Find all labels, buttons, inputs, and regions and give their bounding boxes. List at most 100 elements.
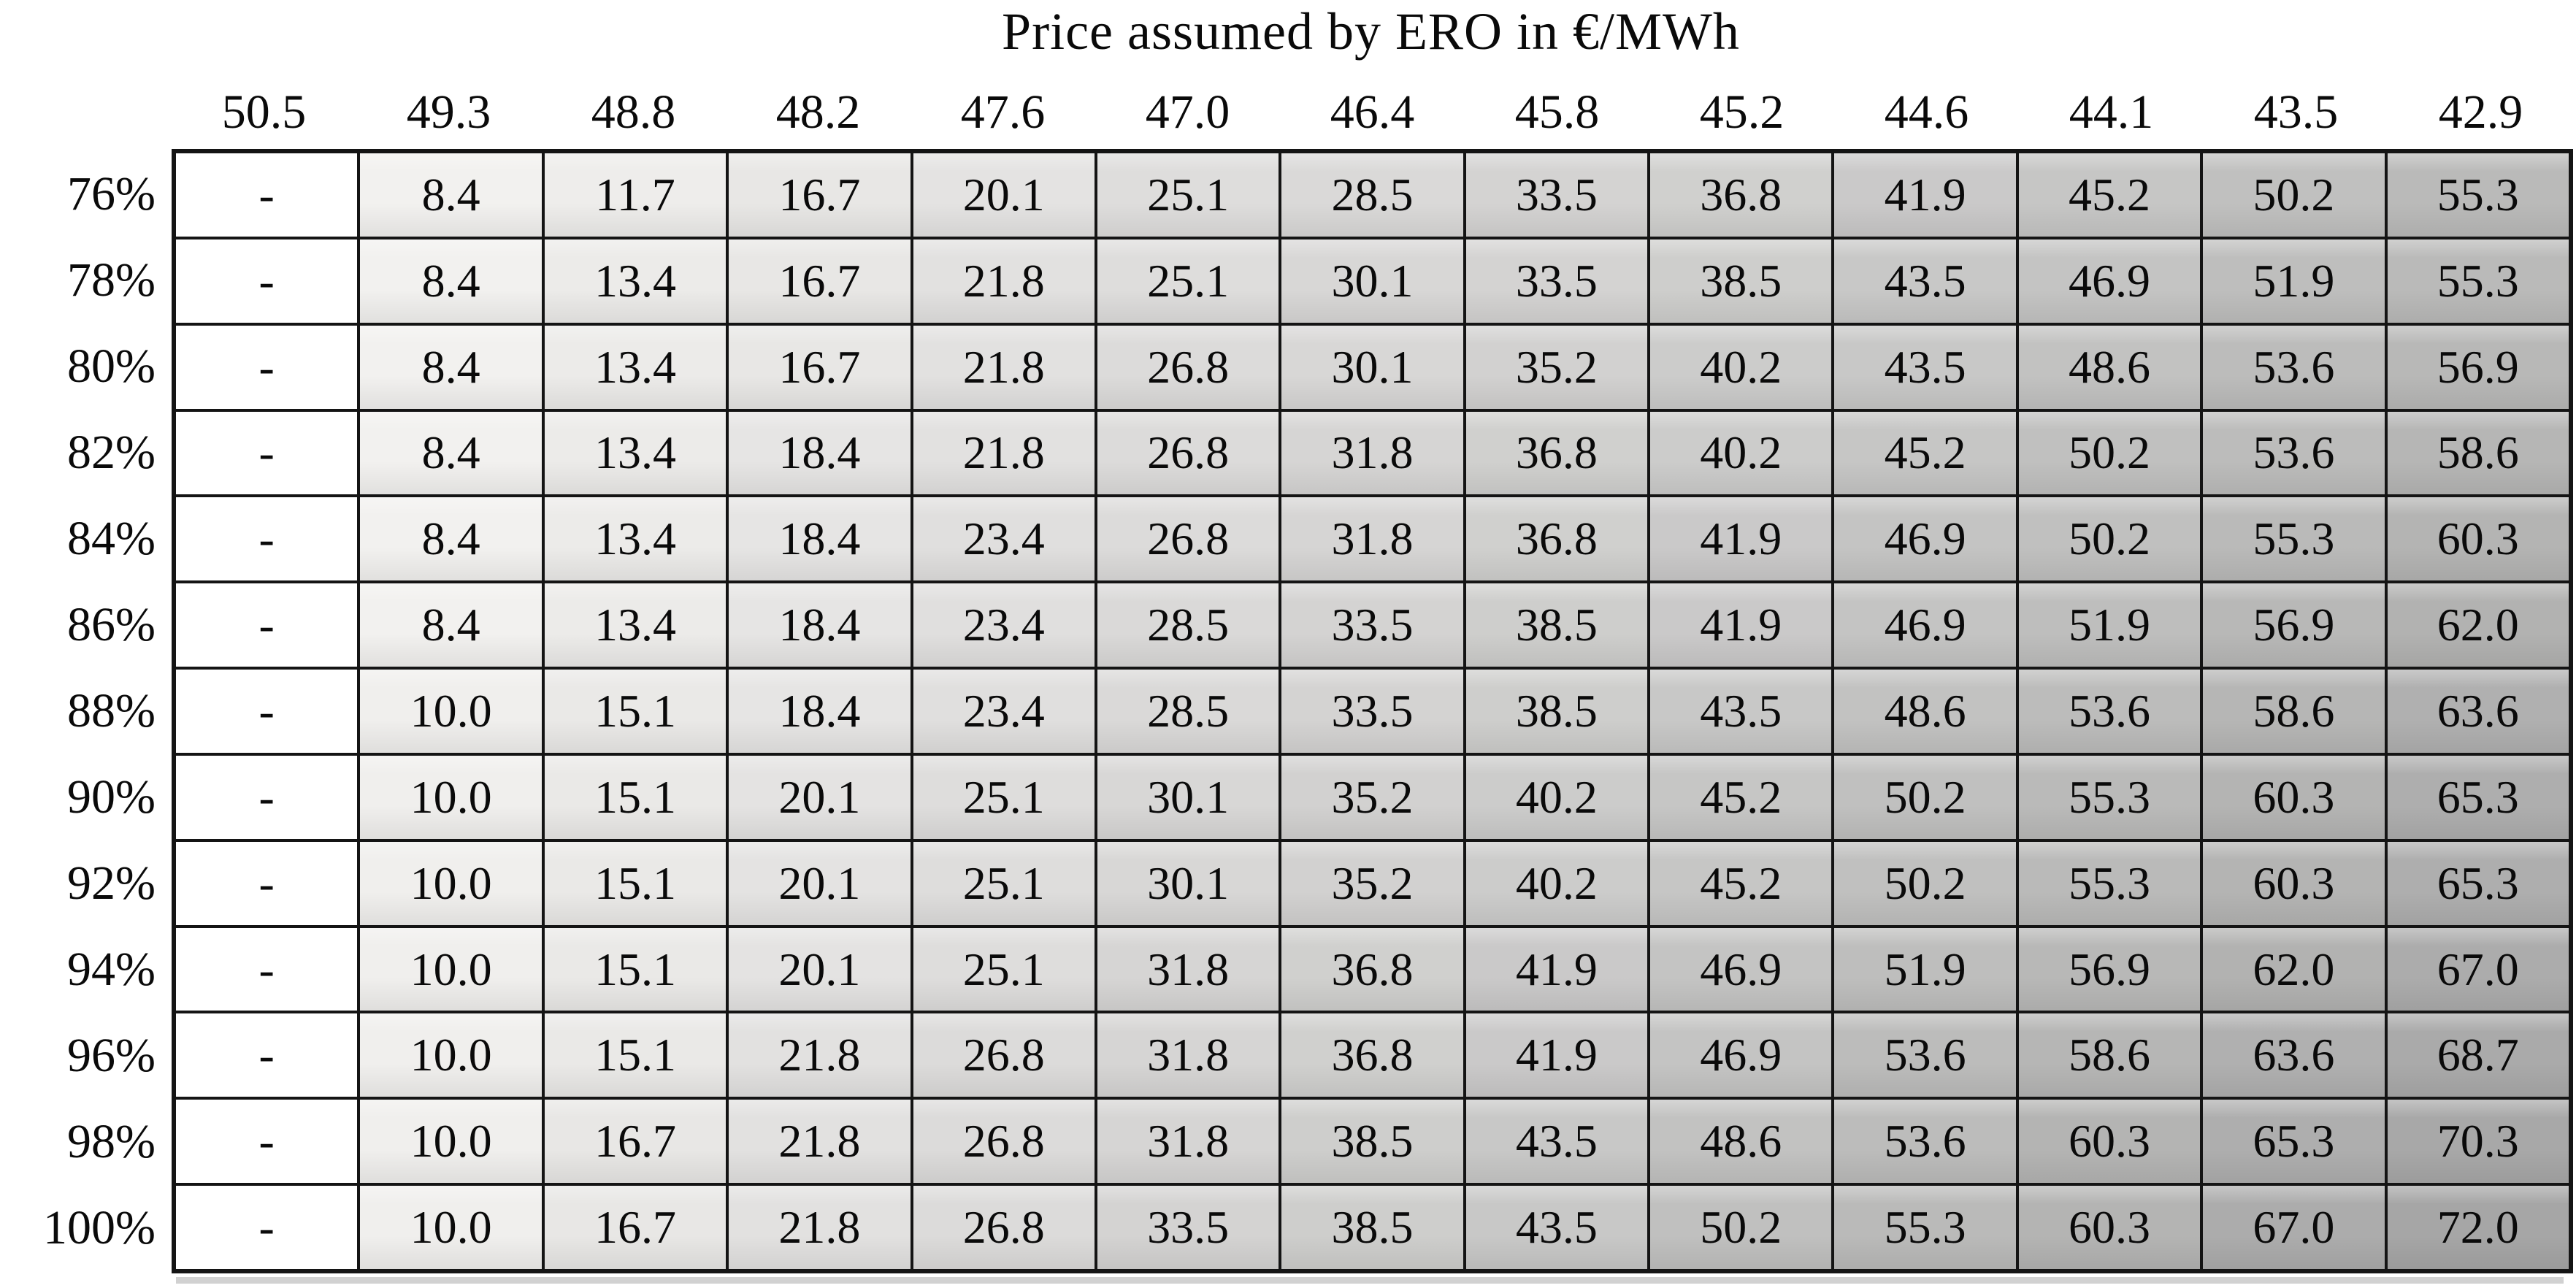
row-label: 100% [43,1201,156,1254]
heatmap-cell: 21.8 [729,1186,911,1269]
heatmap-cell: 21.8 [913,325,1095,409]
heatmap-cell: 58.6 [2387,411,2569,495]
heatmap-cell: 56.9 [2018,927,2201,1011]
heatmap-cell: 20.1 [729,755,911,839]
heatmap-cell: 33.5 [1281,670,1463,753]
heatmap-cell: 36.8 [1465,411,1648,495]
heatmap-cell: 10.0 [360,755,542,839]
heatmap-cell: 28.5 [1097,583,1279,667]
heatmap-cell: 21.8 [729,1100,911,1184]
heatmap-cell: 36.8 [1281,927,1463,1011]
heatmap-cell: 43.5 [1834,325,2016,409]
heatmap-cell: 16.7 [729,153,911,237]
row-label: 76% [67,167,156,221]
heatmap-cell: 26.8 [1097,497,1279,581]
row-label: 78% [67,253,156,307]
heatmap-cell: 8.4 [360,497,542,581]
heatmap-cell: 50.2 [1834,841,2016,925]
column-header: 45.8 [1514,85,1600,139]
heatmap-cell: 53.6 [2018,670,2201,753]
heatmap-cell: 10.0 [360,841,542,925]
heatmap-cell: 45.2 [1650,755,1832,839]
heatmap-cell: 33.5 [1465,153,1648,237]
column-header: 49.3 [406,85,491,139]
heatmap-cell: 8.4 [360,583,542,667]
heatmap-cell: 13.4 [544,497,727,581]
heatmap-cell: 53.6 [1834,1100,2016,1184]
heatmap-cell: 10.0 [360,927,542,1011]
heatmap-cell: 43.5 [1465,1100,1648,1184]
heatmap-cell: 10.0 [360,1013,542,1097]
heatmap-cell: 33.5 [1465,239,1648,323]
heatmap-cell: - [176,1013,358,1097]
heatmap-cell: 62.0 [2203,927,2385,1011]
row-label: 80% [67,340,156,393]
heatmap-cell: 28.5 [1097,670,1279,753]
heatmap-cell: 46.9 [2018,239,2201,323]
heatmap-cell: 60.3 [2387,497,2569,581]
column-header: 47.6 [960,85,1046,139]
heatmap-cell: 48.6 [2018,325,2201,409]
column-header: 44.6 [1884,85,1969,139]
heatmap-cell: 45.2 [1834,411,2016,495]
column-header: 43.5 [2253,85,2339,139]
heatmap-cell: 30.1 [1281,325,1463,409]
heatmap-cell: - [176,927,358,1011]
row-label: 94% [67,943,156,996]
heatmap-cell: 10.0 [360,1186,542,1269]
heatmap-cell: 60.3 [2203,841,2385,925]
column-header: 47.0 [1145,85,1230,139]
heatmap-cell: 48.6 [1650,1100,1832,1184]
heatmap-cell: 21.8 [913,411,1095,495]
heatmap-cell: 25.1 [913,927,1095,1011]
heatmap-cell: 56.9 [2387,325,2569,409]
heatmap-cell: 33.5 [1097,1186,1279,1269]
heatmap-cell: 35.2 [1281,755,1463,839]
heatmap-cell: 51.9 [2018,583,2201,667]
heatmap-cell: 18.4 [729,411,911,495]
heatmap-cell: 35.2 [1465,325,1648,409]
heatmap-cell: 33.5 [1281,583,1463,667]
heatmap-cell: 55.3 [2018,841,2201,925]
row-label: 82% [67,426,156,479]
heatmap-cell: 31.8 [1097,1100,1279,1184]
heatmap-cell: 67.0 [2387,927,2569,1011]
heatmap-cell: 41.9 [1465,927,1648,1011]
heatmap-cell: 53.6 [2203,325,2385,409]
heatmap-cell: 60.3 [2018,1100,2201,1184]
heatmap-cell: 23.4 [913,670,1095,753]
heatmap-cell: 30.1 [1097,755,1279,839]
heatmap-cell: 51.9 [1834,927,2016,1011]
heatmap-cell: 40.2 [1465,841,1648,925]
heatmap-cell: 60.3 [2203,755,2385,839]
heatmap-cell: 67.0 [2203,1186,2385,1269]
heatmap-cell: 43.5 [1650,670,1832,753]
heatmap-cell: 43.5 [1834,239,2016,323]
column-header: 48.2 [775,85,861,139]
heatmap-cell: 25.1 [913,755,1095,839]
heatmap-cell: 45.2 [1650,841,1832,925]
heatmap-cell: 8.4 [360,325,542,409]
column-header: 48.8 [591,85,676,139]
heatmap-cell: - [176,841,358,925]
heatmap-cell: 38.5 [1465,583,1648,667]
heatmap-cell: 35.2 [1281,841,1463,925]
column-header: 45.2 [1699,85,1785,139]
column-headers: 50.5 49.3 48.8 48.2 47.6 47.0 46.4 45.8 45.2 44.6… [0,63,2573,149]
heatmap-cell: 36.8 [1650,153,1832,237]
heatmap-cell: 16.7 [544,1186,727,1269]
heatmap-cell: 8.4 [360,239,542,323]
heatmap-cell: 30.1 [1097,841,1279,925]
heatmap-cell: 55.3 [2387,153,2569,237]
table-title: Price assumed by ERO in €/MWh [1002,2,1740,61]
heatmap-grid: -8.4 11.7 16.7 20.1 25.1 28.5 33.5 36.8 41.9 45.2… [172,149,2573,1273]
column-header: 50.5 [221,85,307,139]
heatmap-cell: 50.2 [2203,153,2385,237]
row-label: 86% [67,598,156,651]
heatmap-cell: 31.8 [1281,411,1463,495]
heatmap-cell: 65.3 [2387,755,2569,839]
heatmap-cell: 53.6 [1834,1013,2016,1097]
heatmap-cell: 8.4 [360,153,542,237]
heatmap-cell: 26.8 [1097,411,1279,495]
row-label: 90% [67,770,156,824]
